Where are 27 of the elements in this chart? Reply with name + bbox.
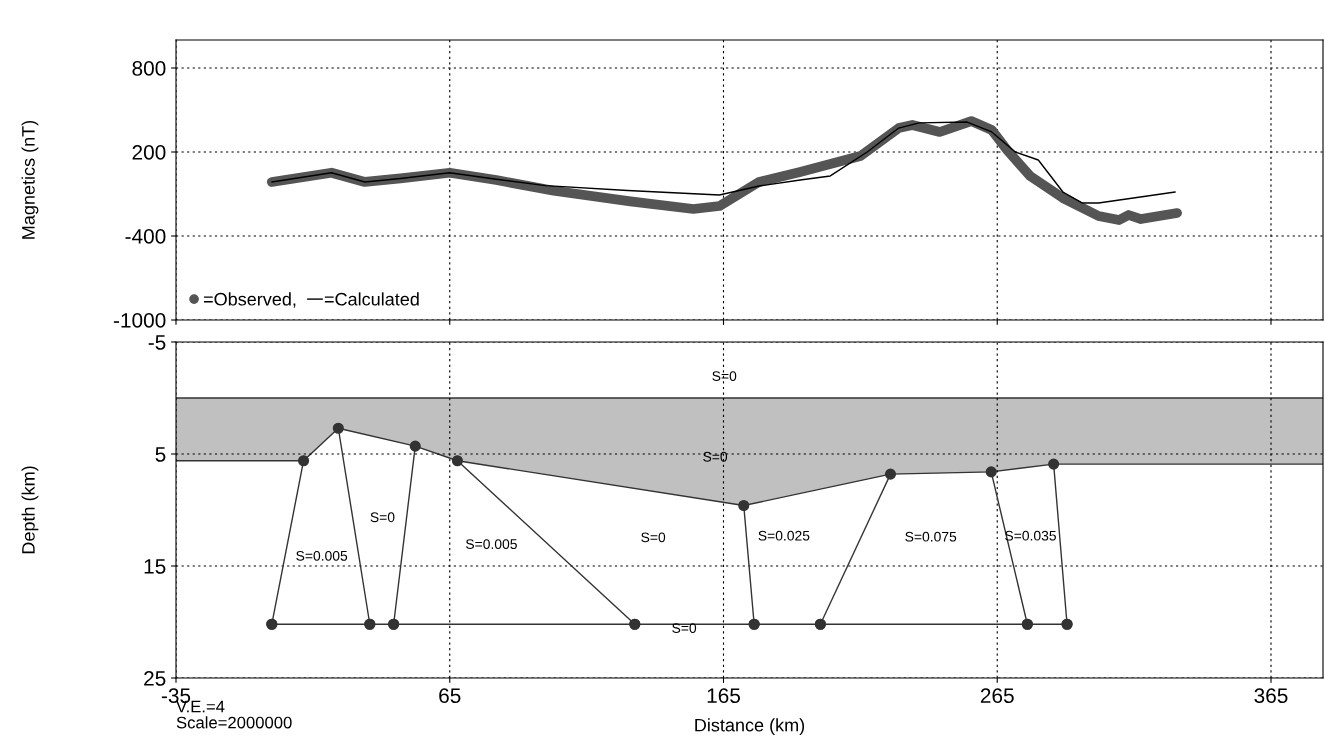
- y-tick-label: -5: [148, 335, 166, 350]
- annotation: S=0: [712, 371, 737, 382]
- y-tick-label: 25: [144, 671, 166, 686]
- y-tick-label: 200: [132, 145, 166, 160]
- x-axis-title: Distance (km): [695, 718, 805, 736]
- annotation: S=0.025: [758, 530, 810, 541]
- annotation: S=0: [370, 512, 395, 523]
- x-tick-label: 365: [1254, 688, 1288, 704]
- y-axis-title: Magnetics (nT): [21, 120, 39, 239]
- annotation: S=0: [703, 451, 728, 462]
- y-tick-label: -400: [125, 229, 166, 244]
- x-tick-label: 165: [707, 688, 740, 704]
- text: Scale=2000000: [176, 716, 292, 729]
- x-tick-label: 265: [980, 688, 1014, 704]
- annotation: S=0.005: [296, 550, 348, 561]
- y-tick-label: -1000: [113, 313, 166, 328]
- legend-label: =Observed,: [203, 292, 296, 308]
- y-tick-label: 800: [132, 61, 166, 76]
- annotation: S=0: [672, 623, 697, 634]
- annotation: S=0: [641, 532, 666, 543]
- y-tick-label: 15: [144, 559, 166, 574]
- y-tick-label: 5: [155, 447, 166, 462]
- legend-label: =Calculated: [324, 292, 419, 306]
- x-tick-label: 65: [439, 688, 461, 704]
- annotation: S=0.075: [905, 531, 957, 542]
- y-axis-title: Depth (km): [21, 466, 39, 554]
- annotation: S=0.005: [465, 539, 517, 550]
